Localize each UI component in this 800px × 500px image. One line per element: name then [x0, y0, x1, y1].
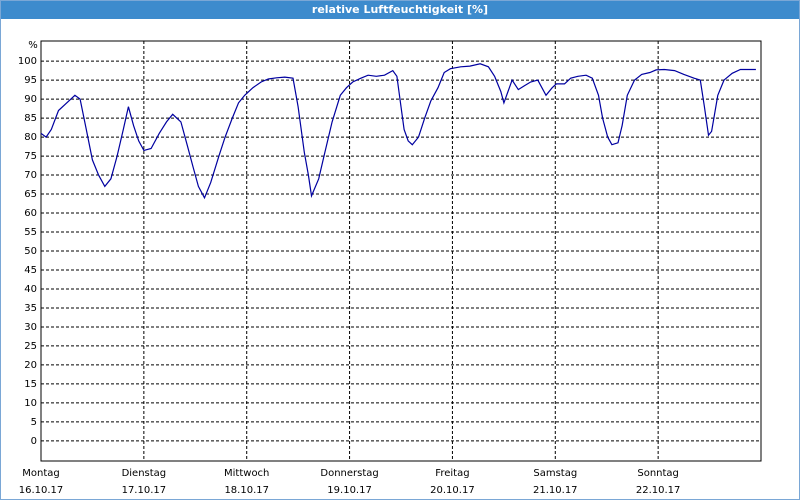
x-tick-label: Freitag: [435, 468, 469, 479]
y-tick-label: 45: [24, 265, 37, 276]
y-tick-label: 90: [24, 94, 37, 105]
x-tick-label: Mittwoch: [224, 468, 269, 479]
data-line: [40, 63, 756, 200]
y-tick-label: 70: [24, 170, 37, 181]
title-bar: relative Luftfeuchtigkeit [%]: [1, 1, 799, 19]
x-tick-date: 16.10.17: [19, 485, 64, 496]
y-tick-label: 60: [24, 208, 37, 219]
y-tick-label: 95: [24, 75, 37, 86]
y-tick-label: 50: [24, 246, 37, 257]
y-tick-label: 20: [24, 360, 37, 371]
x-tick-date: 21.10.17: [533, 485, 578, 496]
x-tick-date: 19.10.17: [327, 485, 372, 496]
y-tick-label: 35: [24, 303, 37, 314]
x-tick-label: Samstag: [533, 468, 577, 479]
y-tick-label: 10: [24, 398, 37, 409]
x-tick-label: Dienstag: [122, 468, 167, 479]
y-tick-label: 15: [24, 379, 37, 390]
y-tick-label: 75: [24, 151, 37, 162]
y-tick-label: 30: [24, 322, 37, 333]
x-tick-date: 17.10.17: [122, 485, 167, 496]
y-tick-label: 0: [31, 436, 37, 447]
x-tick-date: 18.10.17: [224, 485, 269, 496]
x-tick-label: Montag: [22, 468, 59, 479]
y-tick-label: 100: [18, 56, 37, 67]
x-tick-label: Sonntag: [637, 468, 679, 479]
x-tick-date: 20.10.17: [430, 485, 475, 496]
y-tick-label: 40: [24, 284, 37, 295]
x-tick-label: Donnerstag: [320, 468, 378, 479]
y-tick-label: 5: [31, 417, 37, 428]
y-tick-label: 25: [24, 341, 37, 352]
y-tick-label: 55: [24, 227, 37, 238]
y-unit: %: [28, 40, 38, 51]
x-tick-date: 22.10.17: [636, 485, 681, 496]
y-tick-label: 85: [24, 113, 37, 124]
y-tick-label: 65: [24, 189, 37, 200]
y-tick-label: 80: [24, 132, 37, 143]
